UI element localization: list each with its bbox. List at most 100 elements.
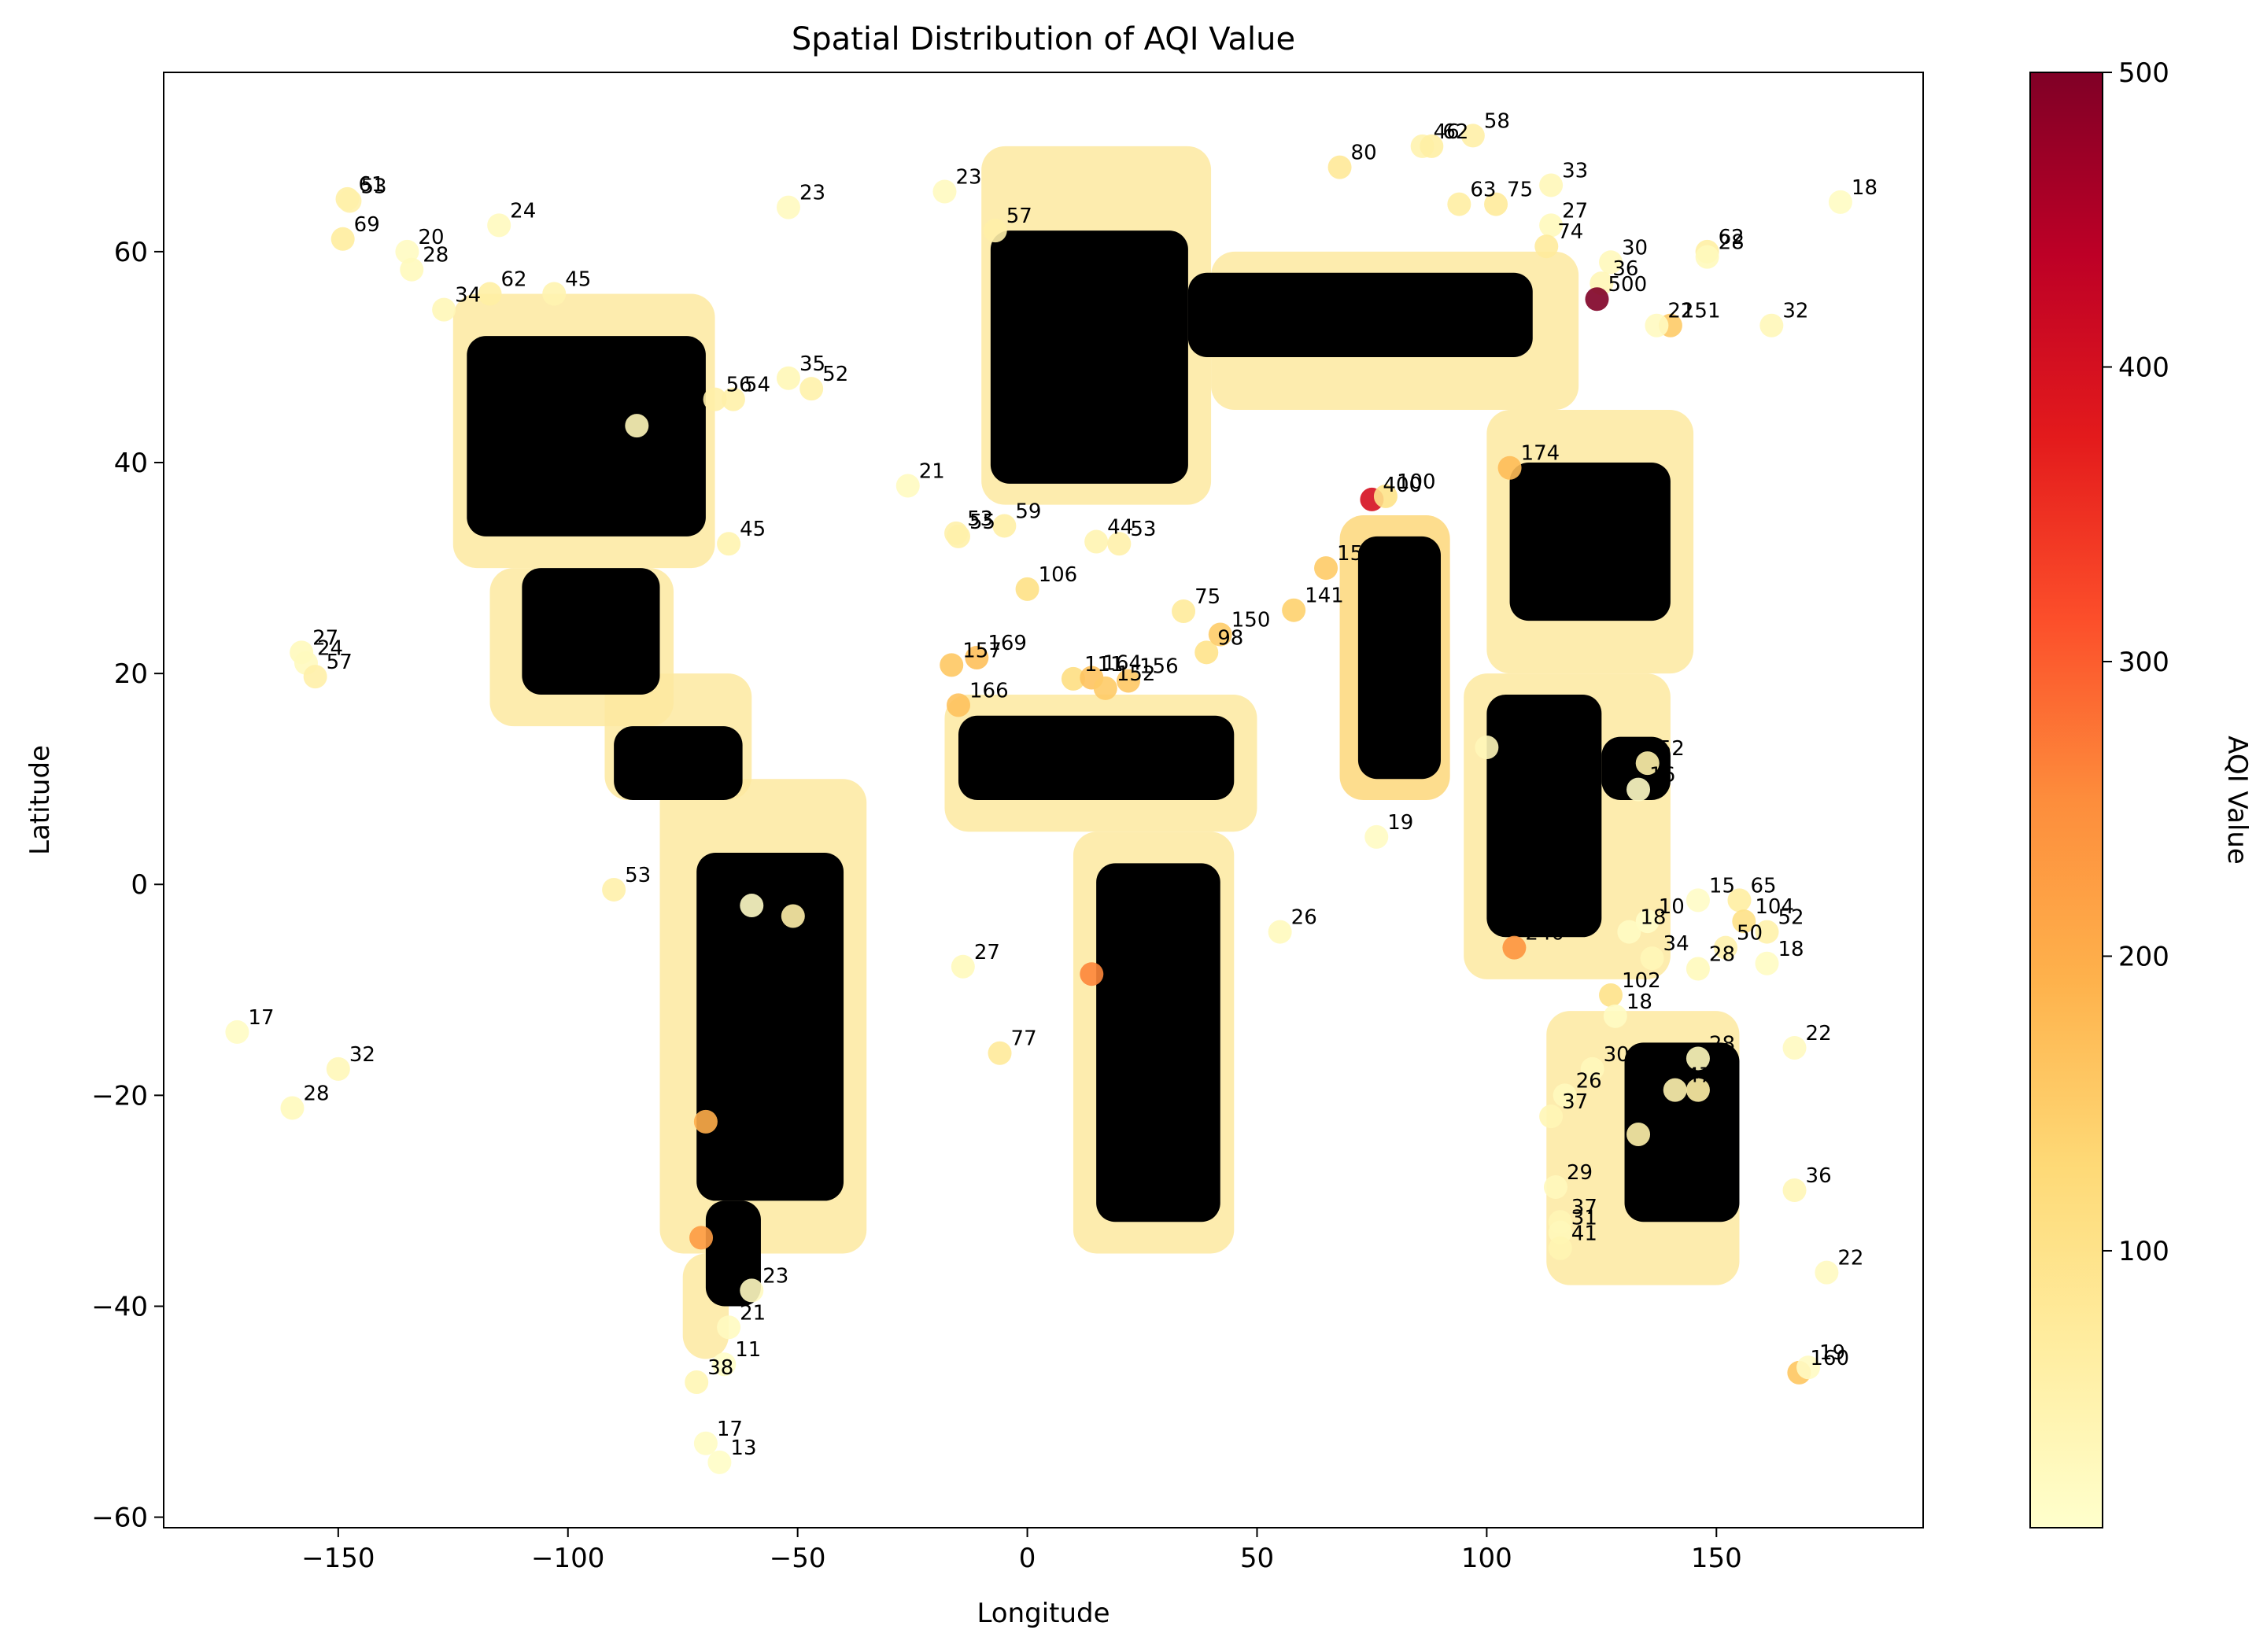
data-point-label: 28 — [303, 1082, 329, 1105]
data-point-label: 61 — [359, 173, 385, 197]
data-point — [1635, 751, 1660, 776]
data-point — [1543, 1174, 1567, 1199]
data-point — [1713, 935, 1737, 960]
data-point — [1475, 735, 1499, 759]
data-point-label: 52 — [822, 363, 848, 386]
data-point-label: 75 — [1194, 585, 1220, 609]
data-point-label: 29 — [1567, 1161, 1593, 1185]
label-cluster — [467, 336, 706, 537]
data-point-label: 59 — [1015, 500, 1041, 523]
data-point — [1061, 666, 1085, 691]
plot-frame — [163, 72, 1924, 1528]
y-tick-label: −40 — [91, 1291, 148, 1322]
data-point — [1603, 1004, 1627, 1028]
data-point — [717, 1315, 741, 1340]
data-point — [1599, 250, 1623, 275]
data-point-label: 37 — [1562, 1090, 1588, 1114]
data-point — [1663, 1078, 1687, 1102]
data-point — [478, 282, 502, 306]
data-point — [1755, 920, 1779, 944]
data-point-label: 32 — [1497, 721, 1523, 745]
data-point-label: 69 — [354, 213, 380, 237]
y-axis-ticks: −60 −40 −20 0 20 40 60 — [91, 237, 164, 1534]
data-point-label: 15 — [762, 879, 788, 903]
data-point — [1686, 888, 1710, 913]
data-point — [1782, 1178, 1807, 1203]
data-point — [932, 179, 957, 204]
data-point — [1117, 669, 1141, 693]
data-point — [1548, 1236, 1572, 1260]
data-point-label: 36 — [1806, 1164, 1832, 1188]
data-point — [1828, 190, 1852, 214]
data-point-label: 74 — [1557, 220, 1583, 244]
data-point-label: 33 — [1562, 159, 1588, 183]
data-point-label: 63 — [1470, 179, 1496, 202]
data-point — [1539, 213, 1564, 238]
data-point-label: 62 — [501, 268, 527, 292]
data-point — [1208, 622, 1232, 647]
data-point-label: 19 — [1819, 1341, 1845, 1365]
data-point — [1585, 287, 1609, 312]
data-point-label: 20 — [418, 226, 444, 249]
data-point — [1172, 599, 1196, 624]
data-point — [1695, 245, 1719, 269]
data-point-label: 54 — [744, 374, 770, 397]
x-tick-label: 150 — [1691, 1543, 1742, 1574]
data-point — [1497, 455, 1522, 480]
data-point — [1364, 824, 1389, 849]
data-point-label: 57 — [327, 651, 353, 674]
data-point — [1093, 676, 1117, 700]
data-point-label: 500 — [1608, 273, 1647, 297]
data-point-label: 53 — [967, 507, 993, 531]
data-point — [1686, 957, 1710, 981]
data-point — [1617, 920, 1641, 944]
data-point-label: 26 — [1576, 1069, 1602, 1093]
label-cluster — [990, 230, 1188, 484]
data-point-label: 36 — [1612, 257, 1638, 281]
chart-title: Spatial Distribution of AQI Value — [792, 21, 1295, 57]
data-point-label: 23 — [799, 182, 825, 205]
data-point-label: 53 — [360, 175, 386, 199]
colorbar-label: AQI Value — [2221, 736, 2253, 865]
colorbar-tick-label: 300 — [2118, 647, 2169, 678]
data-point-label: 400 — [1383, 474, 1422, 497]
data-point-label: 57 — [804, 890, 830, 913]
data-point — [693, 1109, 718, 1134]
colorbar — [2029, 72, 2103, 1528]
y-tick-label: 20 — [114, 658, 148, 690]
x-tick-label: 100 — [1461, 1543, 1512, 1574]
data-point-label: 111 — [1084, 653, 1124, 677]
data-point-label: 150 — [1231, 609, 1271, 632]
data-point — [1645, 313, 1669, 337]
label-cluster — [1486, 694, 1602, 938]
data-point-label: 53 — [625, 864, 651, 887]
data-point-label: 164 — [1102, 651, 1142, 675]
data-point-label: 34 — [455, 284, 481, 308]
data-point — [1080, 962, 1104, 986]
data-point-label: 27 — [312, 626, 338, 650]
data-point-label: 22 — [1837, 1247, 1863, 1270]
x-tick-label: 0 — [1019, 1543, 1036, 1574]
data-point-label: 18 — [1626, 990, 1652, 1014]
data-point — [1686, 1046, 1710, 1071]
data-point — [1539, 1104, 1564, 1129]
data-point-label: 38 — [707, 1356, 733, 1380]
data-point-label: 26 — [1291, 906, 1317, 930]
data-point — [225, 1020, 249, 1044]
data-point — [895, 474, 920, 498]
x-axis-ticks: −150 −100 −50 0 50 100 150 — [301, 1528, 1742, 1574]
data-point — [1727, 888, 1752, 913]
data-point-label: 160 — [1810, 1347, 1849, 1370]
label-cluster — [958, 715, 1235, 800]
data-point — [944, 521, 969, 545]
data-point — [1755, 951, 1779, 975]
data-point — [1107, 532, 1132, 556]
data-point — [487, 213, 511, 238]
data-point-label: 11 — [735, 1338, 761, 1362]
data-point-label: 35 — [799, 352, 825, 376]
data-point-label: 17 — [717, 1418, 743, 1441]
data-point-label: 55 — [969, 511, 995, 534]
data-point — [338, 189, 362, 213]
data-point-label: 18 — [1778, 938, 1804, 961]
